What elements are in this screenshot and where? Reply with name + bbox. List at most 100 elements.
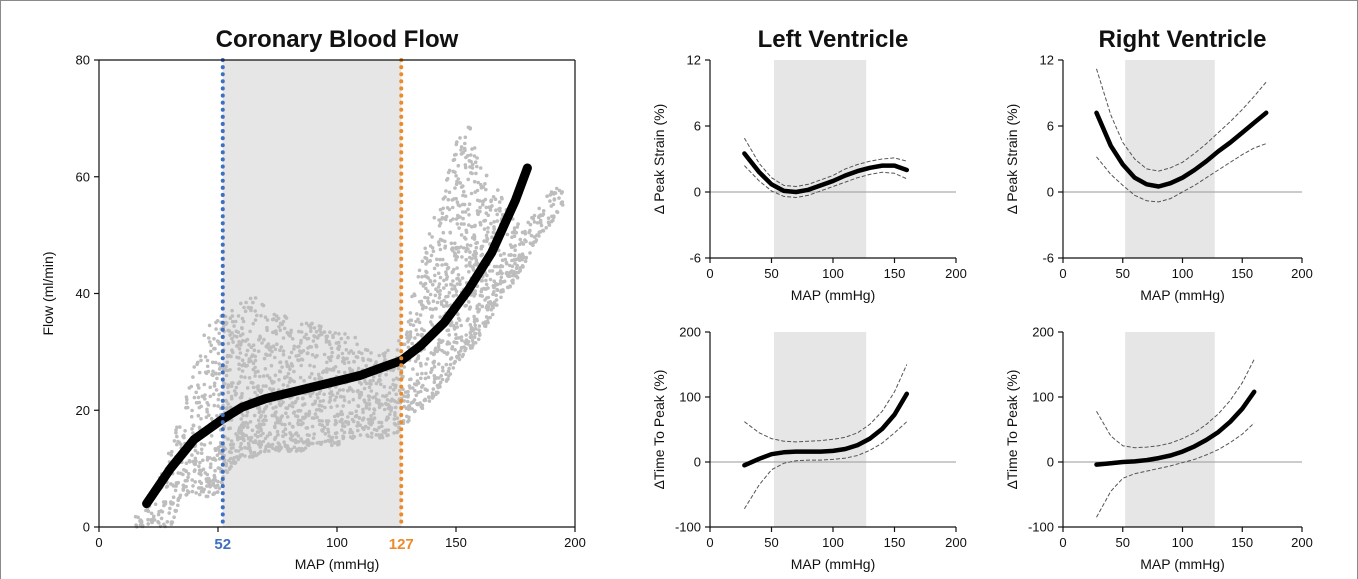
scatter-point [482, 239, 486, 243]
scatter-point [346, 335, 350, 340]
scatter-point [359, 382, 364, 386]
scatter-point [251, 321, 256, 326]
scatter-point [328, 395, 333, 400]
scatter-point [178, 425, 182, 429]
scatter-point [278, 348, 282, 353]
scatter-point [482, 324, 487, 328]
x-tick-label: 0 [706, 535, 713, 550]
scatter-point [244, 300, 248, 305]
scatter-point [196, 451, 200, 455]
scatter-point [248, 420, 253, 424]
scatter-point [273, 355, 277, 360]
scatter-point [281, 319, 286, 324]
scatter-point [264, 418, 268, 423]
scatter-point [454, 293, 459, 297]
scatter-point [247, 343, 251, 347]
scatter-point [488, 315, 493, 320]
scatter-point [377, 353, 382, 358]
scatter-point [217, 362, 221, 366]
y-tick-label: 0 [694, 455, 701, 470]
scatter-point [174, 481, 179, 485]
scatter-point [451, 366, 456, 370]
scatter-point [213, 360, 218, 365]
chart-title: Coronary Blood Flow [216, 26, 459, 53]
scatter-point [456, 250, 461, 254]
scatter-point [328, 391, 332, 396]
scatter-point [431, 299, 436, 304]
scatter-point [350, 436, 355, 440]
scatter-point [372, 411, 376, 416]
scatter-point [462, 222, 466, 226]
scatter-point [306, 443, 311, 448]
scatter-point [420, 275, 424, 279]
scatter-point [217, 372, 221, 376]
scatter-point [168, 506, 172, 511]
scatter-point [239, 301, 243, 306]
scatter-point [433, 279, 437, 283]
scatter-point [312, 416, 316, 420]
scatter-point [426, 299, 430, 304]
scatter-point [549, 219, 554, 224]
scatter-point [454, 182, 459, 186]
scatter-point [169, 500, 173, 504]
scatter-point [217, 367, 222, 371]
scatter-point [467, 159, 472, 163]
scatter-point [382, 430, 387, 435]
scatter-point [174, 428, 178, 432]
y-tick-label: 0 [1047, 455, 1054, 470]
scatter-point [436, 285, 441, 289]
scatter-point [392, 421, 397, 426]
scatter-point [230, 461, 234, 465]
scatter-point [490, 269, 495, 273]
scatter-point [281, 336, 286, 340]
scatter-point [444, 272, 449, 277]
scatter-point [479, 279, 484, 283]
scatter-point [226, 383, 231, 387]
scatter-point [453, 348, 457, 352]
y-tick-label: 80 [76, 53, 90, 68]
scatter-point [205, 477, 210, 481]
scatter-point [460, 276, 465, 280]
scatter-point [523, 259, 528, 264]
scatter-point [500, 264, 505, 269]
scatter-point [240, 326, 244, 330]
scatter-point [271, 387, 276, 392]
x-tick-label: 50 [764, 266, 778, 281]
scatter-point [251, 343, 256, 348]
scatter-point [394, 392, 399, 397]
y-axis-label: ΔTime To Peak (%) [1004, 370, 1020, 490]
scatter-point [253, 440, 258, 445]
scatter-point [432, 266, 437, 271]
scatter-point [466, 153, 470, 158]
scatter-point [454, 247, 459, 251]
scatter-point [240, 453, 244, 457]
scatter-point [481, 185, 486, 189]
scatter-point [237, 362, 241, 367]
scatter-point [337, 344, 341, 349]
scatter-point [330, 350, 335, 355]
scatter-point [437, 218, 441, 222]
scatter-point [333, 331, 338, 335]
scatter-point [174, 431, 178, 435]
scatter-point [544, 226, 548, 230]
scatter-point [334, 395, 339, 399]
scatter-point [445, 176, 450, 181]
scatter-point [432, 380, 437, 385]
scatter-point [427, 399, 432, 403]
scatter-point [363, 424, 368, 429]
scatter-point [424, 269, 428, 274]
scatter-point [483, 182, 487, 186]
scatter-point [341, 434, 345, 439]
scatter-point [299, 330, 304, 334]
x-axis-label: MAP (mmHg) [791, 287, 876, 303]
scatter-point [433, 273, 437, 278]
scatter-point [506, 285, 511, 290]
scatter-point [427, 232, 432, 236]
y-tick-label: 200 [679, 325, 701, 340]
scatter-point [333, 365, 338, 369]
scatter-point [415, 312, 419, 316]
scatter-point [299, 357, 304, 362]
scatter-point [391, 378, 396, 382]
scatter-point [220, 481, 224, 485]
scatter-point [321, 399, 326, 403]
